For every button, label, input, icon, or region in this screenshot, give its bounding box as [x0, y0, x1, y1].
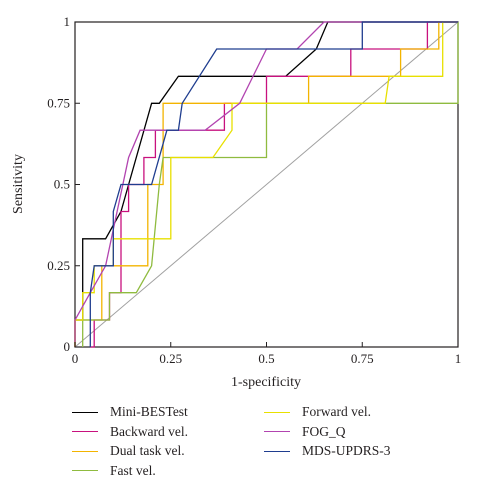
x-tick-label: 1 [455, 351, 462, 366]
legend-item: MDS-UPDRS-3 [264, 441, 391, 461]
legend-swatch [264, 431, 290, 432]
legend: Mini-BESTest Backward vel. Dual task vel. F… [72, 402, 472, 492]
x-tick-label: 0.75 [351, 351, 374, 366]
legend-item: Fast vel. [72, 461, 156, 481]
y-tick-label: 0.5 [54, 177, 70, 192]
legend-swatch [72, 431, 98, 432]
legend-item: Dual task vel. [72, 441, 185, 461]
x-tick-label: 0.25 [159, 351, 182, 366]
legend-swatch [72, 470, 98, 471]
legend-item: Backward vel. [72, 422, 188, 442]
series-line-6 [89, 21, 458, 347]
legend-swatch [72, 450, 98, 452]
x-tick-label: 0.5 [258, 351, 274, 366]
legend-item: Mini-BESTest [72, 402, 188, 422]
legend-swatch [264, 450, 290, 452]
y-tick-label: 0 [64, 339, 71, 354]
legend-label: Fast vel. [110, 462, 156, 478]
series-line-3 [82, 22, 459, 347]
x-axis-title: 1-specificity [231, 375, 301, 390]
legend-label: FOG_Q [302, 423, 346, 439]
legend-swatch [72, 411, 98, 413]
legend-item: FOG_Q [264, 422, 346, 442]
y-tick-label: 0.75 [47, 95, 70, 110]
series-line-4 [74, 21, 458, 347]
x-tick-label: 0 [72, 351, 79, 366]
y-tick-label: 1 [64, 14, 71, 29]
legend-item: Forward vel. [264, 402, 371, 422]
legend-label: MDS-UPDRS-3 [302, 443, 391, 458]
series-line-2 [74, 21, 458, 347]
legend-label: Backward vel. [110, 423, 188, 439]
legend-swatch [264, 411, 290, 413]
legend-label: Forward vel. [302, 404, 371, 419]
legend-label: Mini-BESTest [110, 404, 188, 419]
y-tick-label: 0.25 [47, 258, 70, 273]
legend-label: Dual task vel. [110, 443, 185, 458]
y-axis-title: Sensitivity [11, 154, 26, 214]
